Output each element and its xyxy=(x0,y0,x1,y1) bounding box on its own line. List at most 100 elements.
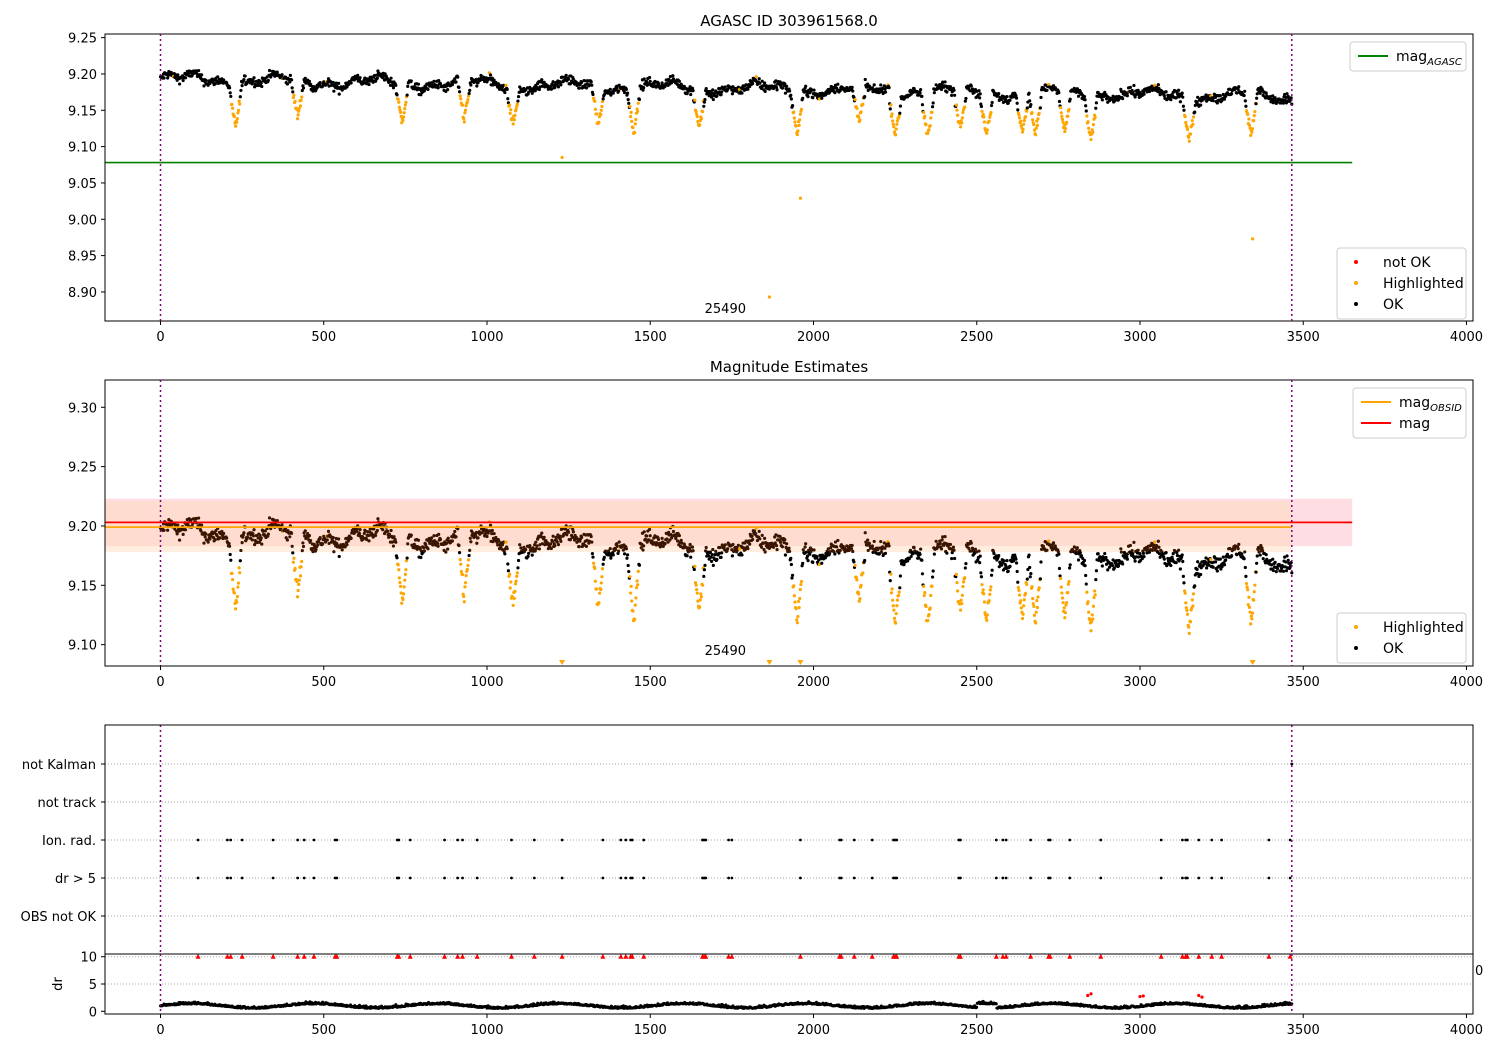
highlighted-point xyxy=(513,589,517,593)
y-tick-label: 8.90 xyxy=(68,286,97,301)
ok-point xyxy=(1025,106,1029,110)
highlighted-point xyxy=(463,581,468,585)
ok-point xyxy=(1259,543,1263,548)
ok-point xyxy=(1243,89,1247,93)
ok-point xyxy=(266,78,270,83)
ok-point xyxy=(243,74,247,78)
ok-point xyxy=(1221,92,1225,97)
ok-point xyxy=(347,538,351,542)
ok-point xyxy=(1217,564,1221,568)
ok-point xyxy=(1218,94,1222,98)
dr-flag xyxy=(296,876,300,880)
highlighted-point xyxy=(981,588,985,592)
highlighted-point xyxy=(233,124,238,128)
ok-point xyxy=(979,575,984,579)
ion-rad-flag xyxy=(1185,838,1189,842)
highlighted-point xyxy=(988,588,992,592)
ion-rad-flag xyxy=(312,838,316,842)
ok-point xyxy=(337,81,341,85)
ok-point xyxy=(358,76,362,80)
y-tick-label: 9.25 xyxy=(68,461,97,476)
ok-point xyxy=(1279,569,1283,573)
highlighted-point xyxy=(955,580,959,585)
ok-point xyxy=(617,89,621,93)
chart-title: Magnitude Estimates xyxy=(710,358,868,376)
highlighted-point xyxy=(508,586,512,590)
ok-point xyxy=(503,90,507,95)
y-tick-label: 9.05 xyxy=(68,177,97,192)
ok-point xyxy=(1199,572,1203,577)
highlighted-point xyxy=(634,117,638,122)
ok-point xyxy=(1171,552,1175,556)
ok-point xyxy=(642,86,646,90)
ok-point xyxy=(1083,564,1087,568)
highlighted-point xyxy=(504,83,508,87)
ok-point xyxy=(392,535,396,539)
highlighted-point xyxy=(1031,597,1035,601)
highlighted-point xyxy=(1019,123,1023,128)
ok-point xyxy=(197,516,201,520)
ok-point xyxy=(762,547,766,552)
ok-point xyxy=(497,547,502,551)
highlighted-point xyxy=(959,598,963,602)
highlighted-point xyxy=(793,600,797,604)
highlighted-point xyxy=(1034,126,1038,130)
highlighted-point xyxy=(397,105,401,109)
highlighted-point xyxy=(628,591,633,595)
ok-point xyxy=(688,542,692,547)
ok-point xyxy=(1078,551,1082,555)
ok-point xyxy=(1166,556,1170,561)
ok-point xyxy=(1264,553,1268,557)
ok-point xyxy=(1284,560,1288,564)
ion-rad-flag xyxy=(271,838,275,842)
ok-point xyxy=(691,88,695,93)
highlighted-point xyxy=(236,585,240,589)
ok-point xyxy=(222,531,226,536)
highlighted-point xyxy=(296,113,300,117)
highlighted-point xyxy=(928,606,932,610)
highlighted-point xyxy=(593,579,597,583)
ok-point xyxy=(229,558,233,562)
ok-point xyxy=(1237,542,1241,546)
obsid-label: 25490 xyxy=(705,302,746,317)
ok-point xyxy=(990,568,994,572)
highlighted-point xyxy=(631,125,635,130)
x-tick-label: 1000 xyxy=(470,330,503,345)
highlighted-point xyxy=(597,591,602,595)
ok-point xyxy=(1285,554,1289,558)
highlighted-point xyxy=(629,110,633,114)
ok-point xyxy=(918,552,922,556)
ok-point xyxy=(467,553,471,558)
highlighted-point xyxy=(1250,127,1255,131)
highlighted-point xyxy=(396,563,400,567)
ok-point xyxy=(362,536,366,540)
ok-point xyxy=(208,537,212,541)
ok-point xyxy=(1014,94,1018,98)
ok-point xyxy=(275,519,279,523)
ok-point xyxy=(272,518,276,522)
highlighted-point xyxy=(1063,129,1067,134)
ok-point xyxy=(726,87,730,91)
ok-point xyxy=(450,539,455,543)
ok-point xyxy=(626,97,630,102)
highlighted-point xyxy=(1250,617,1254,621)
ok-point xyxy=(301,544,306,549)
ok-point xyxy=(245,535,250,539)
ok-point xyxy=(656,537,661,542)
highlighted-point xyxy=(292,93,296,97)
ok-point xyxy=(580,535,584,539)
highlighted-point xyxy=(403,103,407,107)
ok-point xyxy=(717,90,721,94)
ok-point xyxy=(216,75,220,79)
ok-point xyxy=(454,535,458,539)
ok-point xyxy=(828,550,832,554)
ok-point xyxy=(1258,553,1262,557)
dr-flag xyxy=(456,876,460,880)
highlighted-point xyxy=(297,578,301,582)
highlighted-point xyxy=(861,102,865,106)
x-tick-label: 2500 xyxy=(960,330,993,345)
ok-point xyxy=(1236,87,1240,91)
ok-point xyxy=(1115,558,1119,563)
highlighted-point xyxy=(1247,605,1252,609)
dr-flag xyxy=(799,876,802,880)
